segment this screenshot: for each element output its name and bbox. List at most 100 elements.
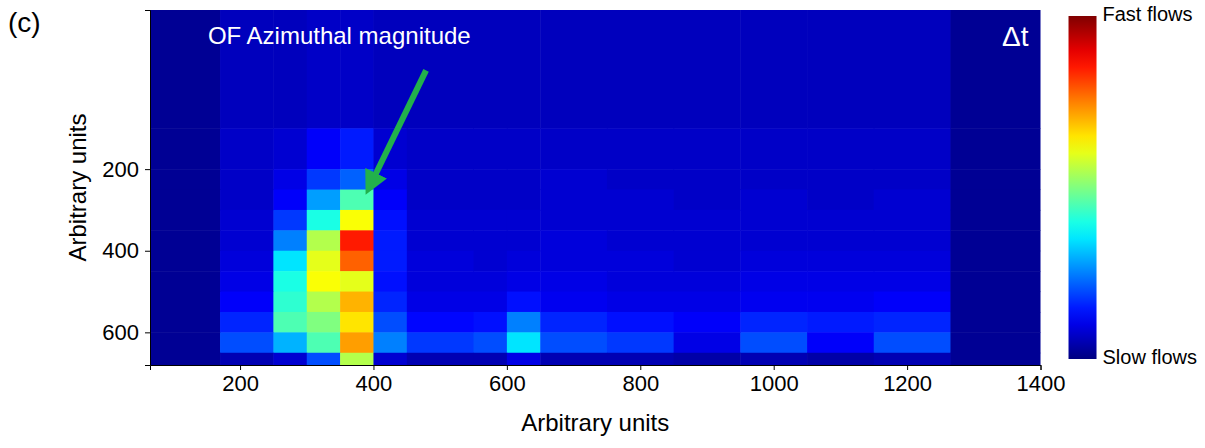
heatmap-cell [407,312,474,333]
heatmap-cell [507,353,541,365]
tick-label: 200 [222,371,259,396]
heatmap-cell [540,312,607,333]
heatmap-cell [307,128,341,169]
heatmap-cell [150,128,221,169]
heatmap-cell [607,210,674,231]
annotation: OF Azimuthal magnitude [208,22,471,49]
heatmap-cell [874,332,951,353]
tick: 800 [622,365,659,396]
heatmap-cell [507,292,541,313]
heatmap-cell [150,292,221,313]
heatmap-cell [340,169,374,190]
heatmap-cell [950,271,1040,292]
heatmap-cell [740,128,807,169]
heatmap-cell [874,353,951,365]
heatmap-cell [807,271,874,292]
heatmap-cell [540,353,607,365]
heatmap-cell [607,10,674,129]
heatmap-cell [340,353,374,365]
heatmap-cell [407,271,474,292]
heatmap-cell [150,210,221,231]
tick-label: 400 [102,238,139,263]
heatmap-cell [950,292,1040,313]
heatmap-cell [950,128,1040,169]
heatmap-cell [373,210,407,231]
heatmap-cell [507,169,541,190]
heatmap-cell [340,251,374,272]
heatmap-cell [874,210,951,231]
tick-label: 600 [102,320,139,345]
heatmap-cell [607,353,674,365]
heatmap-cell [373,271,407,292]
heatmap-cell [220,332,274,353]
heatmap-cell [540,230,607,251]
heatmap-cell [507,10,541,129]
heatmap-cell [507,210,541,231]
heatmap-cell [474,210,508,231]
heatmap-cell [474,230,508,251]
heatmap-cell [340,292,374,313]
colorbar-label: Fast flows [1103,3,1193,25]
heatmap-cell [150,271,221,292]
heatmap-cell [740,332,807,353]
heatmap-cell [273,128,307,169]
heatmap-cell [507,312,541,333]
heatmap-cell [807,230,874,251]
heatmap-cell [150,353,221,365]
heatmap-cell [507,332,541,353]
heatmap-cell [740,251,807,272]
heatmap-cell [740,292,807,313]
heatmap-cell [607,230,674,251]
heatmap-cell [874,251,951,272]
x-axis: 200400600800100012001400 [151,365,1066,396]
axis-line [145,11,151,366]
heatmap-cell [540,169,607,190]
panel-label: (c) [8,7,41,38]
tick: 1400 [1017,365,1066,396]
heatmap-cell [220,169,274,190]
heatmap-cell [674,271,741,292]
heatmap-cell [273,353,307,365]
heatmap-cell [273,332,307,353]
heatmap-cell [373,251,407,272]
heatmap-cell [674,169,741,190]
heatmap-cell [474,128,508,169]
heatmap-cell [874,128,951,169]
heatmap-cell [807,210,874,231]
heatmap-cell [674,10,741,129]
heatmap-cell [474,169,508,190]
tick-mark [145,169,150,170]
heatmap-cell [950,312,1040,333]
tick-mark [907,365,908,370]
heatmap-cell [950,251,1040,272]
heatmap-cell [373,332,407,353]
heatmap-cell [540,271,607,292]
chart: 200400600800100012001400200400600Arbitra… [0,0,1205,448]
tick-label: 800 [622,371,659,396]
heatmap-cell [540,190,607,211]
tick-mark [640,365,641,370]
tick-label: 400 [356,371,393,396]
heatmap-cell [607,292,674,313]
heatmap-cell [807,251,874,272]
heatmap-cell [674,353,741,365]
heatmap-cell [874,169,951,190]
heatmap-cell [874,10,951,129]
heatmap-cell [674,312,741,333]
heatmap-cell [540,210,607,231]
heatmap-cell [807,10,874,129]
heatmap-cell [507,271,541,292]
heatmap-cell [474,190,508,211]
heatmap-cell [307,169,341,190]
heatmap-cell [373,312,407,333]
heatmap-cell [740,190,807,211]
heatmap-cell [220,271,274,292]
heatmap-cell [807,292,874,313]
heatmap-cell [307,353,341,365]
heatmap-cell [150,169,221,190]
heatmap-cell [307,292,341,313]
heatmap-cell [220,230,274,251]
tick-mark [1041,365,1042,370]
heatmap-cell [273,292,307,313]
heatmap-cell [220,190,274,211]
